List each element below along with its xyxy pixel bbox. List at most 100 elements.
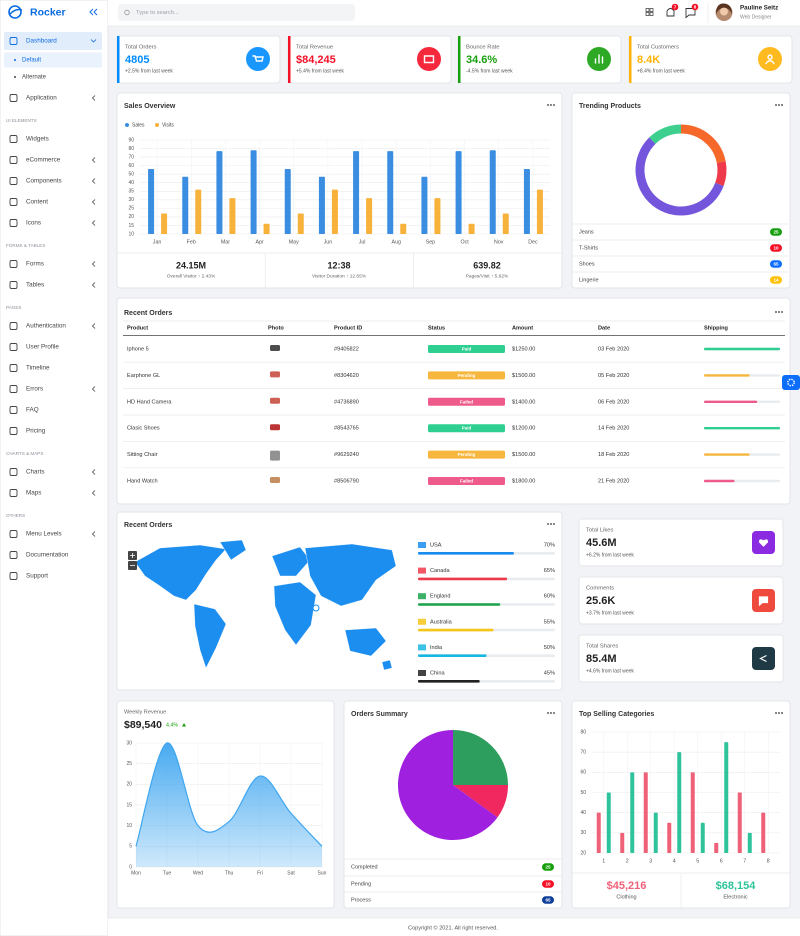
menu-item[interactable]: FAQ <box>26 407 39 414</box>
bar <box>761 812 766 853</box>
menu-item[interactable]: Icons <box>26 220 41 227</box>
y-tick-label: 25 <box>126 761 132 767</box>
menu-item[interactable]: eCommerce <box>26 157 61 164</box>
widget-card <box>578 634 784 683</box>
progress-bar <box>418 552 514 555</box>
menu-icon <box>9 177 18 185</box>
menu-item[interactable]: Support <box>26 573 48 580</box>
map-region <box>134 544 227 601</box>
cell-id: #9629240 <box>334 452 359 458</box>
column-header: Date <box>598 325 610 331</box>
bar <box>400 223 407 234</box>
submenu-chevron <box>91 199 96 205</box>
more-icon <box>547 104 549 106</box>
bar <box>596 812 601 853</box>
column-header: Shipping <box>704 325 729 331</box>
country-name: Australia <box>430 619 453 625</box>
country-name: Canada <box>430 568 450 574</box>
bar <box>468 223 475 234</box>
menu-item[interactable]: Menu Levels <box>26 531 62 538</box>
menu-item[interactable]: Documentation <box>26 552 69 559</box>
country-name: China <box>430 670 446 676</box>
x-tick-label: Nov <box>494 239 504 245</box>
x-tick-label: Mar <box>221 239 230 245</box>
status-label: Paid <box>462 426 472 431</box>
card-title: Orders Summary <box>351 711 408 718</box>
menu-icon <box>9 385 18 393</box>
legend-badge <box>542 896 554 904</box>
stat-card-accent <box>458 36 461 83</box>
menu-item[interactable]: Components <box>26 178 62 185</box>
series-name: Clothing <box>616 894 636 900</box>
bar <box>353 151 360 234</box>
y-tick-label: 15 <box>126 802 132 808</box>
menu-item[interactable]: Widgets <box>26 136 49 143</box>
widget-change: +6.2% from last week <box>586 552 634 558</box>
y-tick-label: 20 <box>580 850 586 856</box>
trend-arrow <box>182 723 186 727</box>
menu-item[interactable]: Application <box>26 95 57 102</box>
menu-item[interactable]: Forms <box>26 261 44 268</box>
donut-slice <box>649 124 682 145</box>
submenu-chevron <box>91 261 96 267</box>
cell-date: 14 Feb 2020 <box>598 426 629 432</box>
widget-title: Comments <box>586 586 614 592</box>
menu-icon <box>9 94 18 102</box>
apps-icon <box>645 12 650 16</box>
status-badge <box>428 397 505 406</box>
bar <box>161 213 168 234</box>
notification-icon[interactable] <box>666 8 675 17</box>
status-badge <box>428 371 505 380</box>
card-subtitle: Weekly Revenue <box>124 709 166 715</box>
menu-icon <box>9 260 18 268</box>
donut-slice <box>715 161 727 186</box>
submenu-item[interactable]: Default <box>22 58 41 64</box>
status-label: Failed <box>460 478 473 483</box>
x-tick-label: May <box>289 239 299 245</box>
status-badge <box>428 424 505 433</box>
settings-button[interactable] <box>782 375 800 390</box>
stat-change: +2.5% from last week <box>125 68 173 74</box>
menu-item[interactable]: Pricing <box>26 428 46 435</box>
menu-item[interactable]: Content <box>26 199 48 206</box>
more-icon <box>553 712 555 714</box>
apps-icon <box>649 8 654 12</box>
widget-change: +4.6% from last week <box>586 668 634 674</box>
pie-slice <box>453 785 508 818</box>
menu-item[interactable]: Maps <box>26 490 41 497</box>
legend-badge <box>770 260 782 268</box>
menu-item[interactable]: Authentication <box>26 323 66 330</box>
avatar-face <box>720 7 728 16</box>
menu-icon <box>9 530 18 538</box>
bar <box>714 842 719 853</box>
bar <box>284 169 291 234</box>
legend-label: T-Shirts <box>579 245 598 251</box>
menu-icon <box>9 198 18 206</box>
search-box[interactable] <box>118 4 355 21</box>
shipping-progress <box>704 427 780 430</box>
legend-label: Jeans <box>579 229 594 235</box>
menu-item[interactable]: Charts <box>26 469 45 476</box>
cell-date: 05 Feb 2020 <box>598 373 629 379</box>
menu-icon <box>9 37 18 45</box>
shipping-progress <box>704 374 750 377</box>
menu-item[interactable]: User Profile <box>26 344 59 351</box>
search-placeholder: Type to search... <box>136 10 179 16</box>
copyright: Copyright © 2021. All right reserved. <box>408 924 498 931</box>
avatar-hair <box>716 3 732 14</box>
menu-item[interactable]: Errors <box>26 386 43 393</box>
menu-item[interactable]: Dashboard <box>26 38 57 45</box>
card-title: Recent Orders <box>124 522 172 529</box>
bar <box>331 189 338 234</box>
shipping-progress <box>704 400 758 403</box>
more-icon <box>553 104 555 106</box>
collapse-toggle[interactable] <box>89 8 98 16</box>
country-name: India <box>430 645 443 651</box>
submenu-item[interactable]: Alternate <box>22 75 47 81</box>
menu-item[interactable]: Timeline <box>26 365 50 372</box>
menu-item[interactable]: Tables <box>26 282 44 289</box>
submenu-chevron <box>91 531 96 537</box>
country-name: USA <box>430 542 442 548</box>
cell-product: HD Hand Camera <box>127 399 172 405</box>
